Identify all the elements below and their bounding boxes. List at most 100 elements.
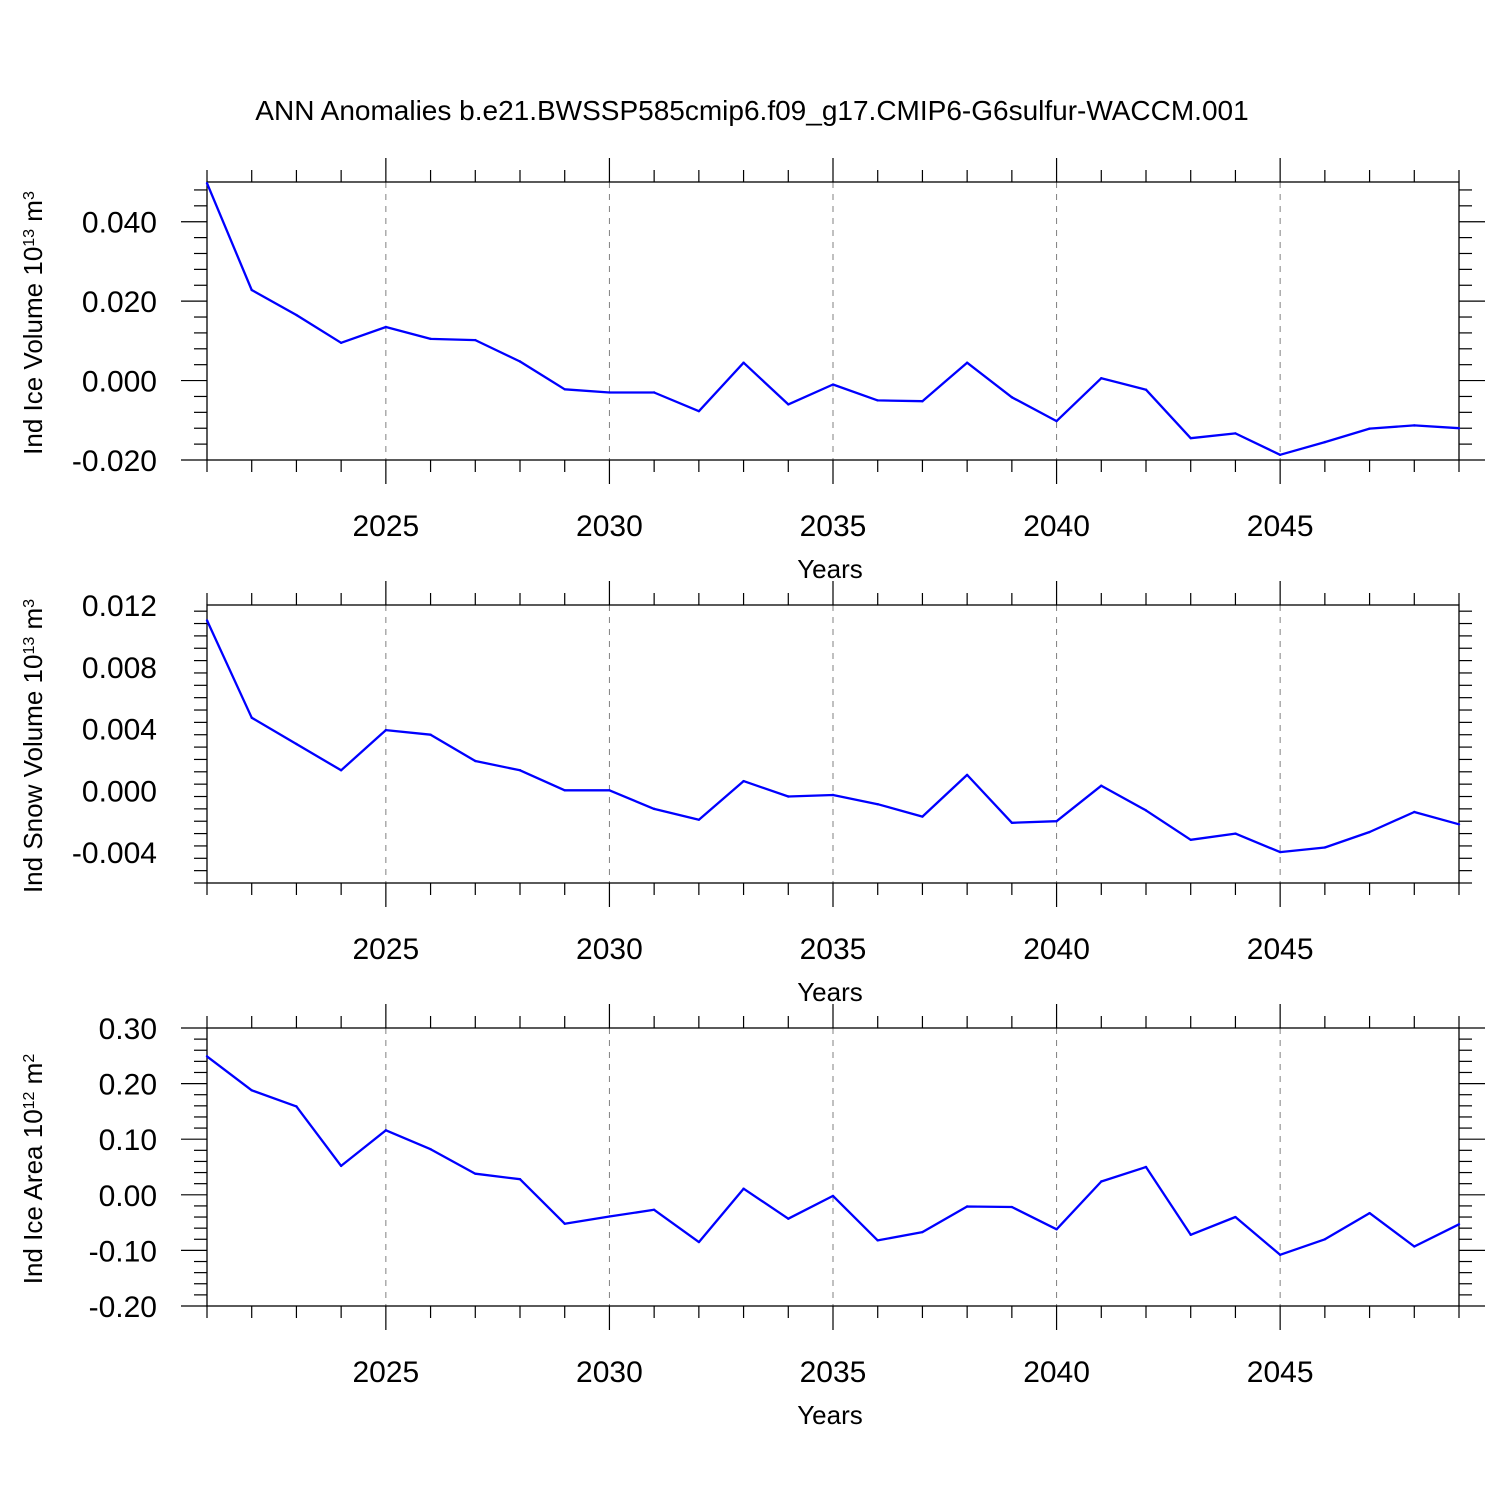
- x-tick-label: 2030: [576, 933, 643, 966]
- data-point: [697, 818, 701, 821]
- data-point: [1278, 453, 1282, 457]
- data-point: [1010, 1205, 1014, 1209]
- data-point: [652, 1208, 656, 1212]
- data-point: [1144, 388, 1148, 391]
- x-tick-label: 2030: [576, 510, 643, 543]
- y-tick-label: 0.00: [99, 1180, 157, 1213]
- data-point: [563, 388, 566, 391]
- data-point: [1055, 419, 1058, 423]
- data-point: [518, 1178, 522, 1181]
- data-point: [295, 313, 298, 317]
- chart-panel-3: -0.20 -0.10 0.00 0.10 0.20 0.30 2025 2030 2035 20…: [18, 1004, 1485, 1430]
- data-point: [1323, 440, 1327, 444]
- data-point: [1278, 1253, 1282, 1257]
- data-point: [384, 325, 388, 329]
- data-point: [1278, 850, 1282, 854]
- data-point: [339, 769, 343, 772]
- x-tick-label: 2040: [1023, 1356, 1090, 1389]
- x-tick-label: 2040: [1023, 933, 1090, 966]
- data-point: [1368, 427, 1371, 430]
- figure-title: ANN Anomalies b.e21.BWSSP585cmip6.f09_g1…: [255, 95, 1248, 126]
- x-tick-label: 2045: [1247, 510, 1314, 543]
- x-tick-label: 2035: [800, 1356, 867, 1389]
- chart-panel-2: -0.004 0.000 0.004 0.008 0.012 2025 2030 2035 20…: [18, 581, 1472, 1007]
- data-point: [563, 789, 566, 792]
- data-point: [742, 361, 745, 364]
- data-point: [608, 1215, 611, 1218]
- data-point: [831, 383, 835, 386]
- data-point: [205, 619, 209, 622]
- data-point: [1413, 810, 1416, 814]
- data-point: [429, 733, 432, 736]
- x-tick-label: 2035: [800, 510, 867, 543]
- y-tick-label: 0.30: [99, 1013, 157, 1046]
- y-tick-label: 0.012: [82, 590, 157, 623]
- y-tick-label: -0.004: [72, 837, 157, 870]
- data-point: [787, 1217, 790, 1220]
- data-point: [295, 742, 298, 746]
- y-tick-label: 0.004: [82, 714, 157, 747]
- data-point: [742, 1187, 745, 1190]
- y-tick-label: -0.10: [89, 1235, 157, 1268]
- data-point: [1100, 784, 1103, 787]
- data-point: [429, 337, 432, 341]
- data-point: [787, 795, 790, 798]
- data-point: [1234, 432, 1237, 435]
- chart-panel-1: -0.020 0.000 0.020 0.040 2025 2030 2035 2040 204…: [18, 158, 1485, 584]
- x-tick-label: 2040: [1023, 510, 1090, 543]
- data-point: [876, 1239, 879, 1242]
- panels: -0.020 0.000 0.020 0.040 2025 2030 2035 2040 204…: [18, 158, 1485, 1430]
- data-point: [697, 409, 701, 413]
- data-point: [1368, 1211, 1371, 1215]
- y-tick-label: 0.040: [82, 207, 157, 240]
- data-point: [474, 1172, 477, 1175]
- y-tick-label: -0.20: [89, 1291, 157, 1324]
- data-point: [1144, 809, 1148, 812]
- data-point: [1234, 832, 1237, 835]
- data-point: [921, 400, 924, 403]
- x-tick-label: 2025: [352, 510, 419, 543]
- data-point: [608, 391, 611, 394]
- y-axis-label: Ind Snow Volume 1013 m3: [18, 599, 48, 893]
- data-point: [205, 181, 209, 185]
- y-tick-label: -0.020: [72, 445, 157, 478]
- x-tick-label: 2035: [800, 933, 867, 966]
- y-tick-label: 0.020: [82, 286, 157, 319]
- data-point: [205, 1055, 209, 1058]
- data-point: [1368, 830, 1371, 834]
- data-point: [1413, 1245, 1416, 1248]
- y-tick-label: 0.000: [82, 366, 157, 399]
- data-point: [1100, 376, 1103, 380]
- data-point: [921, 815, 924, 818]
- data-point: [563, 1222, 566, 1225]
- data-point: [787, 403, 790, 406]
- data-point: [1413, 424, 1416, 427]
- data-point: [1457, 1223, 1461, 1226]
- y-axis-label: Ind Ice Volume 1013 m3: [18, 191, 48, 455]
- x-axis-label: Years: [797, 977, 863, 1007]
- y-tick-label: 0.000: [82, 775, 157, 808]
- data-point: [965, 1205, 969, 1208]
- x-tick-label: 2045: [1247, 933, 1314, 966]
- data-point: [1189, 838, 1192, 841]
- data-point: [1323, 1238, 1327, 1241]
- data-point: [518, 360, 522, 363]
- data-point: [474, 759, 477, 763]
- x-axis-label: Years: [797, 1400, 863, 1430]
- y-tick-label: 0.10: [99, 1124, 157, 1157]
- data-point: [250, 288, 253, 292]
- data-point: [1234, 1215, 1237, 1219]
- data-point: [876, 399, 879, 402]
- data-point: [474, 338, 477, 342]
- data-point: [1010, 396, 1014, 399]
- data-point: [1144, 1165, 1148, 1169]
- data-point: [608, 789, 611, 792]
- y-tick-label: 0.008: [82, 652, 157, 685]
- y-tick-label: 0.20: [99, 1069, 157, 1102]
- data-point: [1189, 1233, 1192, 1237]
- data-point: [652, 391, 656, 394]
- data-point: [384, 1129, 388, 1132]
- data-point: [518, 769, 522, 772]
- data-point: [965, 773, 969, 777]
